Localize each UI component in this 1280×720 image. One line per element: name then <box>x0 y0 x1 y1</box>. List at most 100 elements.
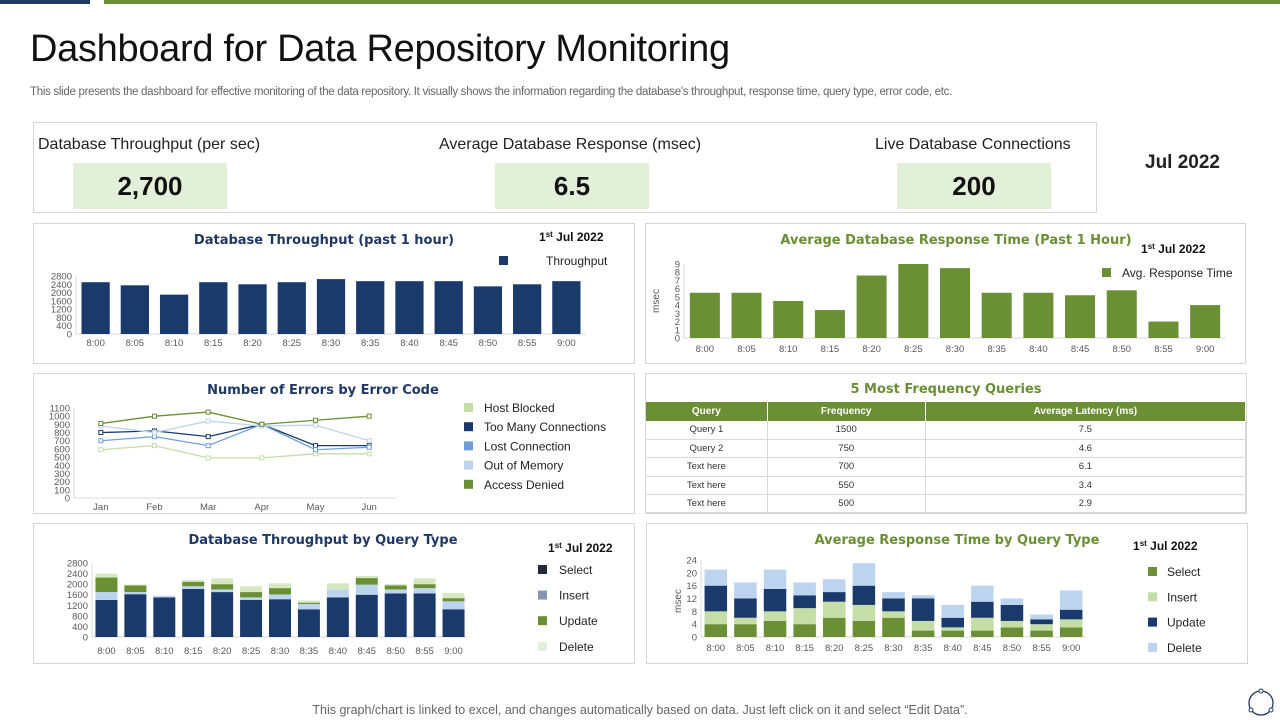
bar <box>1059 627 1083 637</box>
bar <box>823 601 846 618</box>
x-tick-label: 8:05 <box>736 643 755 654</box>
table-cell: Text here <box>646 494 768 514</box>
x-tick-label: Jan <box>93 502 108 513</box>
bar <box>1000 604 1024 621</box>
y-tick-label: 800 <box>72 611 88 622</box>
date-part: 1 <box>1133 539 1140 553</box>
bar <box>297 603 320 610</box>
data-point <box>205 418 211 424</box>
bar <box>269 594 291 600</box>
legend-swatch <box>464 441 473 451</box>
x-tick-label: 8:35 <box>361 338 380 349</box>
data-point <box>366 451 372 457</box>
bar <box>763 611 787 621</box>
y-tick-label: 1100 <box>50 404 70 415</box>
table-cell: Query 2 <box>646 439 768 459</box>
bar <box>442 598 465 602</box>
bar <box>882 617 905 637</box>
chart-svg: Database Throughput (past 1 hour) 1st Jul… <box>51 230 608 350</box>
data-point <box>205 455 211 461</box>
bar <box>793 582 816 596</box>
x-tick-label: 8:55 <box>518 338 537 349</box>
bar <box>124 594 147 637</box>
month-label: Jul 2022 <box>1145 152 1220 173</box>
legend-label: Insert <box>559 589 590 603</box>
x-tick-label: 8:10 <box>779 344 798 355</box>
table-cell: 1500 <box>767 421 926 440</box>
legend-label: Delete <box>1167 641 1202 655</box>
x-tick-label: 8:20 <box>862 344 881 355</box>
bar <box>911 598 935 621</box>
x-tick-label: 8:05 <box>126 338 145 349</box>
bar <box>513 284 542 334</box>
frequent-queries-panel: 5 Most Frequency Queries Query Frequency… <box>645 373 1247 514</box>
y-axis-label: msec <box>673 589 684 613</box>
series-line <box>100 444 370 459</box>
x-tick-label: Jun <box>362 502 377 513</box>
bar <box>211 584 234 590</box>
y-tick-label: 1 <box>675 325 680 336</box>
date-part: 1 <box>1141 242 1148 256</box>
legend-swatch <box>538 616 547 626</box>
x-tick-label: 8:35 <box>300 646 319 657</box>
data-point <box>152 443 157 449</box>
bar <box>1190 305 1221 338</box>
throughput-chart-panel: Database Throughput (past 1 hour) 1st Jul… <box>33 223 635 364</box>
data-point <box>313 417 318 423</box>
bar <box>326 583 349 590</box>
bar <box>793 608 816 625</box>
page-subtitle: This slide presents the dashboard for ef… <box>30 86 952 98</box>
bar <box>182 588 205 637</box>
bar <box>1030 614 1053 620</box>
bar <box>793 595 816 609</box>
bar <box>971 585 994 602</box>
x-tick-label: 8:10 <box>165 338 184 349</box>
legend-label: Lost Connection <box>484 439 571 453</box>
legend-swatch <box>1148 617 1157 627</box>
x-tick-label: Feb <box>146 502 162 513</box>
data-point <box>313 447 318 453</box>
y-tick-label: 900 <box>54 420 70 431</box>
bar <box>269 583 291 589</box>
y-tick-label: 1000 <box>49 412 70 423</box>
bar <box>882 598 905 612</box>
bar <box>81 282 110 334</box>
x-tick-label: 8:45 <box>358 646 377 657</box>
x-tick-label: 8:00 <box>86 338 105 349</box>
date-part: st <box>1148 242 1155 251</box>
bar <box>326 597 349 637</box>
legend-swatch <box>1148 642 1157 652</box>
bar <box>1000 598 1024 605</box>
y-tick-label: 4 <box>675 301 680 312</box>
date-part: Jul 2022 <box>1147 539 1198 553</box>
bar <box>763 620 787 637</box>
x-tick-label: 8:55 <box>1032 643 1051 654</box>
kpi-panel: Database Throughput (per sec) 2,700 Aver… <box>33 122 1097 213</box>
table-row: Query 2 750 4.6 <box>646 439 1247 459</box>
y-tick-label: 4 <box>692 620 697 631</box>
y-tick-label: 0 <box>83 633 88 644</box>
data-point <box>98 447 104 453</box>
y-tick-label: 1200 <box>51 305 72 316</box>
kpi-throughput-value: 2,700 <box>73 163 227 209</box>
y-tick-label: 200 <box>54 477 70 488</box>
chart-title: Database Throughput (past 1 hour) <box>194 233 454 248</box>
legend-label: Too Many Connections <box>484 420 606 434</box>
bar <box>704 569 728 586</box>
y-tick-label: 600 <box>54 444 70 455</box>
y-tick-label: 2800 <box>51 272 72 283</box>
bar <box>269 599 291 637</box>
y-tick-label: 16 <box>686 581 697 592</box>
legend-label: Throughput <box>546 254 608 268</box>
bar <box>941 627 964 631</box>
x-tick-label: 8:20 <box>213 646 232 657</box>
kpi-response-label: Average Database Response (msec) <box>439 136 702 153</box>
bar <box>240 586 263 593</box>
bar <box>153 597 176 637</box>
bar <box>442 609 465 637</box>
bar <box>120 285 149 334</box>
bar <box>941 617 964 628</box>
x-tick-label: 8:55 <box>1154 344 1173 355</box>
x-tick-label: 8:30 <box>946 344 965 355</box>
x-tick-label: 8:15 <box>204 338 223 349</box>
